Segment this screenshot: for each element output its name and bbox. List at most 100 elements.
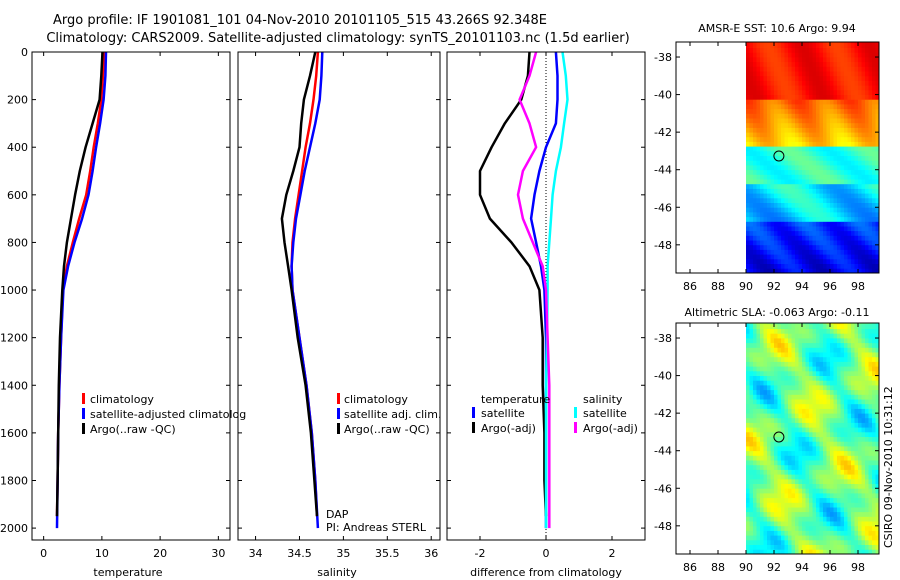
heatmap-cell [763,469,768,475]
heatmap-cell [868,422,873,428]
heatmap-cell [872,417,876,423]
heatmap-cell [749,399,754,405]
heatmap-cell [812,450,817,456]
y-tick-label: 1800 [0,474,28,487]
heatmap-cell [837,497,841,503]
heatmap-cell [777,202,782,208]
heatmap-cell [847,132,852,138]
heatmap-cell [830,47,834,53]
legend-swatch-temp-satellite [472,407,475,418]
heatmap-cell [858,207,862,213]
heatmap-cell [826,474,831,480]
heatmap-cell [858,71,862,77]
heatmap-cell [816,160,820,166]
heatmap-cell [809,230,813,236]
heatmap-cell [865,422,869,428]
heatmap-cell [812,254,817,260]
heatmap-cell [791,108,796,114]
heatmap-cell [840,347,845,353]
heatmap-cell [784,61,789,67]
heatmap-cell [833,146,838,152]
heatmap-cell [756,99,761,105]
heatmap-cell [861,366,866,372]
heatmap-cell [816,136,820,142]
heatmap-cell [872,221,876,227]
heatmap-cell [819,478,824,484]
heatmap-cell [809,254,813,260]
heatmap-cell [805,47,810,53]
heatmap-cell [791,370,796,376]
heatmap-cell [851,408,855,414]
heatmap-cell [774,385,778,391]
heatmap-cell [865,333,869,339]
heatmap-cell [833,328,838,334]
heatmap-cell [854,155,859,161]
heatmap-cell [767,216,771,222]
heatmap-cell [809,160,813,166]
heatmap-cell [774,155,778,161]
heatmap-cell [875,254,879,260]
heatmap-cell [767,169,771,175]
heatmap-cell [795,549,799,554]
heatmap-cell [805,141,810,147]
heatmap-cell [830,394,834,400]
heatmap-cell [777,361,782,367]
heatmap-cell [781,328,785,334]
heatmap-cell [798,403,803,409]
heatmap-cell [788,366,792,372]
heatmap-cell [756,268,761,273]
heatmap-cell [795,431,799,437]
heatmap-cell [760,375,764,381]
heatmap-cell [844,544,848,550]
heatmap-cell [809,385,813,391]
heatmap-cell [833,61,838,67]
heatmap-cell [819,328,824,334]
heatmap-cell [823,174,827,180]
heatmap-cell [746,544,750,550]
heatmap-cell [837,66,841,72]
heatmap-cell [847,42,852,44]
heatmap-cell [812,385,817,391]
heatmap-cell [777,254,782,260]
heatmap-cell [872,57,876,63]
heatmap-cell [816,347,820,353]
heatmap-cell [840,521,845,527]
heatmap-cell [826,174,831,180]
heatmap-cell [774,226,778,232]
heatmap-cell [756,52,761,58]
heatmap-cell [816,511,820,517]
heatmap-cell [826,122,831,128]
heatmap-cell [858,197,862,203]
heatmap-cell [840,375,845,381]
heatmap-cell [760,446,764,452]
heatmap-cell [763,333,768,339]
heatmap-cell [788,240,792,246]
heatmap-cell [872,455,876,461]
heatmap-cell [830,207,834,213]
heatmap-cell [837,258,841,264]
heatmap-cell [805,347,810,353]
heatmap-cell [819,516,824,522]
heatmap-cell [851,483,855,489]
heatmap-cell [847,230,852,236]
heatmap-cell [865,212,869,218]
heatmap-cell [777,347,782,353]
heatmap-cell [819,122,824,128]
heatmap-cell [753,380,757,386]
heatmap-cell [760,207,764,213]
heatmap-cell [781,352,785,358]
heatmap-cell [781,474,785,480]
heatmap-cell [847,525,852,531]
heatmap-cell [746,108,750,114]
heatmap-cell [854,221,859,227]
heatmap-cell [760,516,764,522]
heatmap-cell [763,403,768,409]
heatmap-cell [851,75,855,81]
heatmap-cell [819,497,824,503]
heatmap-cell [781,389,785,395]
heatmap-cell [763,375,768,381]
heatmap-cell [837,57,841,63]
heatmap-cell [763,47,768,53]
heatmap-cell [798,422,803,428]
heatmap-cell [833,455,838,461]
